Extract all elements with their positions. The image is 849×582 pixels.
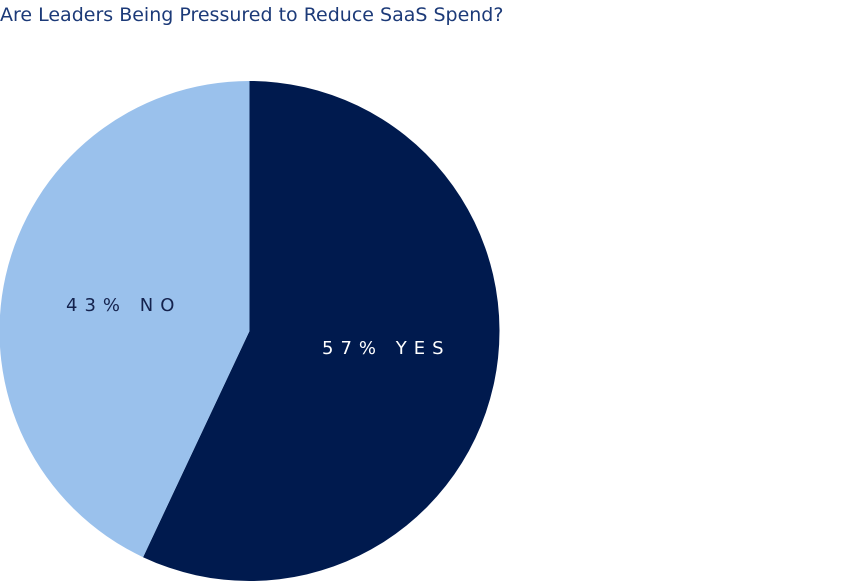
chart-title: Are Leaders Being Pressured to Reduce Sa… [0, 4, 504, 26]
data-label-yes: 57% YES [322, 338, 451, 359]
pie-slice-yes [143, 81, 500, 581]
data-label-no: 43% NO [66, 295, 181, 316]
pie-slice-no [0, 81, 250, 558]
